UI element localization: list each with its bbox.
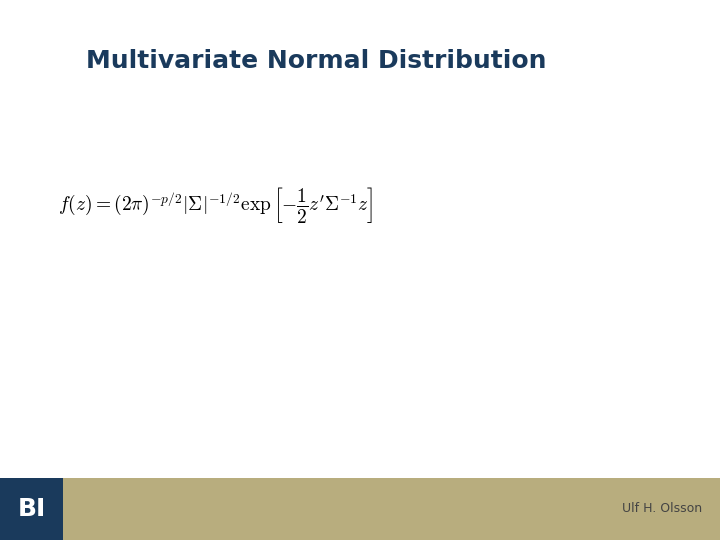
Text: Ulf H. Olsson: Ulf H. Olsson bbox=[622, 502, 702, 516]
Text: Multivariate Normal Distribution: Multivariate Normal Distribution bbox=[86, 49, 547, 72]
Text: $f(z) = (2\pi)^{-p/2}|\Sigma|^{-1/2} \exp\left[-\dfrac{1}{2}z^{\prime}\Sigma^{-1: $f(z) = (2\pi)^{-p/2}|\Sigma|^{-1/2} \ex… bbox=[58, 185, 373, 225]
Text: BI: BI bbox=[17, 497, 46, 521]
